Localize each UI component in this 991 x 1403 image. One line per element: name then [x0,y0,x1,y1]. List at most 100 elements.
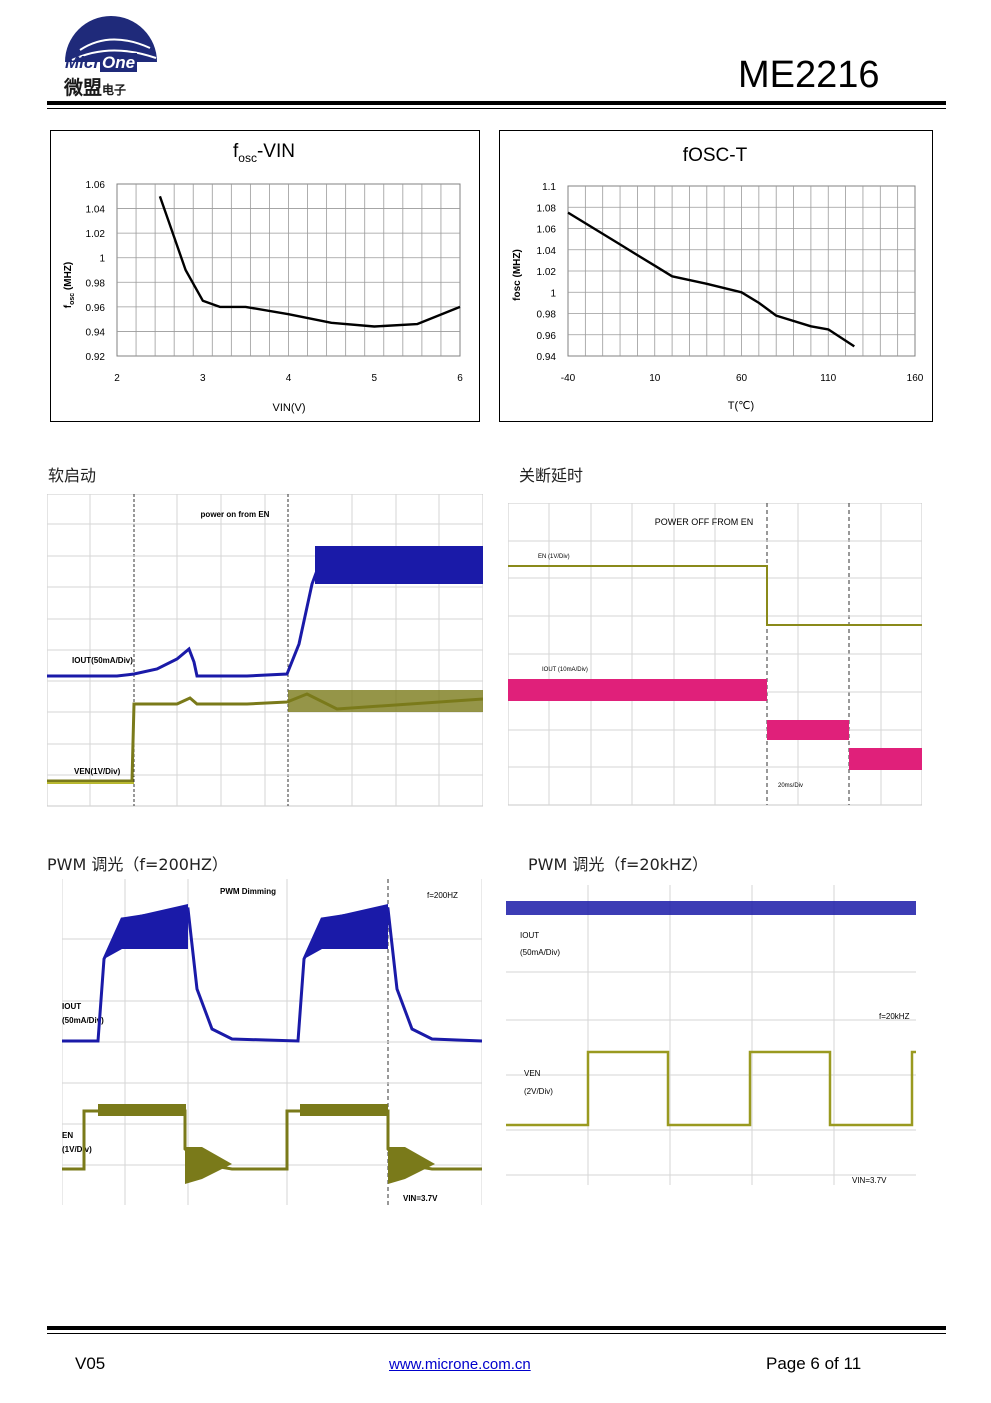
header-rule-thin [47,108,946,109]
y-tick-label: 1.04 [86,205,106,216]
scope-soft-start: power on from EN IOUT(50mA/Div) VEN(1V/D… [46,493,484,810]
trace-iout-ripple [315,546,483,584]
y-tick-label: 0.92 [86,352,106,363]
scope-ch1-label-a: IOUT [520,931,539,940]
chart-fosc-t-svg: fOSC-T fosc (MHZ) T(℃) -40 10 60 110 160 0.94… [512,145,924,412]
x-tick-label: 5 [371,373,377,384]
scope-ch2-label-b: (2V/Div) [524,1087,553,1096]
scope-freq-label: f=200HZ [427,891,458,900]
trace-iout-ripple-2 [304,904,388,959]
scope-ch2-label-b: (1V/Div) [62,1145,92,1154]
scope-title: PWM Dimming [220,887,276,896]
trace-ven [506,1050,916,1127]
trace-en-ring-2 [388,1147,435,1184]
scope-ch2-label-a: EN [62,1131,73,1140]
header-rule-thick [47,101,946,105]
x-axis-label: T(℃) [728,400,754,412]
x-tick-label: 3 [200,373,206,384]
chart-fosc-t: fOSC-T fosc (MHZ) T(℃) -40 10 60 110 160 0.94… [499,130,933,422]
y-tick-label: 0.98 [537,310,557,321]
trace-iout-mid [767,720,849,740]
scope-timebase-label: 20ms/Div [778,783,803,789]
scope-ch1-label: EN (1V/Div) [538,554,570,560]
footer-website-link[interactable]: www.microne.com.cn [389,1356,531,1373]
chart-title-rest: -VIN [257,141,295,162]
scope-soft-start-svg: power on from EN IOUT(50mA/Div) VEN(1V/D… [46,493,484,807]
scope-shutdown-svg: POWER OFF FROM EN EN (1V/Div) IOUT (10mA… [507,502,923,806]
part-number: ME2216 [738,54,880,96]
trace-iout [47,547,483,678]
y-tick-label: 1 [550,288,556,299]
x-tick-label: 2 [114,373,120,384]
company-logo [60,10,160,98]
trace-iout-ripple-1 [104,904,188,959]
chart-title: fosc-VIN [233,141,295,165]
y-tick-label: 1.02 [537,267,557,278]
logo-globe-icon [65,16,157,62]
y-tick-label: 1 [99,254,105,265]
scope-pwm-200hz-svg: PWM Dimming f=200HZ IOUT (50mA/Div) EN (… [61,879,483,1205]
chart-title-sub: osc [238,151,257,165]
scope-freq-label: f=20kHZ [879,1012,910,1021]
scope-ch2-label: IOUT (10mA/Div) [542,667,588,673]
footer-page-number: Page 6 of 11 [766,1354,862,1373]
scope-vin-label: VIN=3.7V [852,1176,887,1185]
scope-shutdown: POWER OFF FROM EN EN (1V/Div) IOUT (10mA… [507,502,923,809]
chart-fosc-vin-svg: fosc-VIN fosc (MHZ) VIN(V) 2 3 4 5 60.920.94… [63,141,463,414]
x-tick-label: 10 [649,373,661,384]
y-axis-label-rest: (MHZ) [63,262,74,293]
y-tick-label: 0.98 [86,278,106,289]
y-tick-label: 1.02 [86,229,106,240]
y-tick-label: 1.06 [86,180,106,191]
chart-title-f: f [233,141,239,162]
y-tick-label: 1.04 [537,246,557,257]
logo-text-one: One [99,53,138,72]
trace-en-burst-2 [300,1104,388,1116]
scope-title: POWER OFF FROM EN [655,517,754,527]
y-tick-label: 0.96 [537,331,557,342]
x-tick-label: -40 [561,373,576,384]
scope-ch2-label-a: VEN [524,1069,541,1078]
scope-ch1-label-a: IOUT [62,1002,81,1011]
scope-pwm-20khz-svg: IOUT (50mA/Div) f=20kHZ VEN (2V/Div) VIN… [506,885,916,1185]
label-pwm-200hz: PWM 调光（f=200HZ） [47,855,228,874]
chart-fosc-vin: fosc-VIN fosc (MHZ) VIN(V) 2 3 4 5 6 0.92 0.94… [50,130,480,422]
label-pwm-20khz: PWM 调光（f=20kHZ） [528,855,709,874]
scope-pwm-20khz: IOUT (50mA/Div) f=20kHZ VEN (2V/Div) VIN… [506,885,916,1185]
trace-en-ring-1 [185,1147,232,1184]
scope-grid [47,494,483,806]
x-tick-label: 60 [736,373,748,384]
footer-rule-thin [47,1333,946,1334]
y-tick-label: 1.08 [537,203,557,214]
scope-ch1-label-b: (50mA/Div) [520,948,560,957]
x-tick-label: 4 [286,373,292,384]
trace-iout-low [849,748,922,770]
logo-text-weimeng: 微盟 [64,77,103,99]
series-line [567,211,855,348]
scope-vin-label: VIN=3.7V [403,1194,438,1203]
y-tick-label: 0.94 [86,327,106,338]
scope-grid [506,885,916,1185]
label-soft-start: 软启动 [48,466,97,485]
trace-iout [506,901,916,915]
logo-text-micr: Micr [65,53,100,72]
scope-ch1-label-b: (50mA/Div) [62,1016,104,1025]
x-tick-label: 160 [907,373,924,384]
logo-text-cjk: 微盟电子 [64,73,126,100]
scope-title: power on from EN [201,510,270,519]
x-tick-label: 110 [820,373,836,384]
y-tick-label: 1.06 [537,225,557,236]
y-axis-label-f: f [63,304,74,308]
y-tick-label: 1.1 [542,182,556,193]
x-tick-label: 6 [457,373,463,384]
trace-en-burst-1 [98,1104,186,1116]
scope-ch1-label: IOUT(50mA/Div) [72,656,133,665]
footer-rule-thick [47,1326,946,1330]
trace-iout-high [508,679,767,701]
scope-ch2-label: VEN(1V/Div) [74,767,121,776]
scope-pwm-200hz: PWM Dimming f=200HZ IOUT (50mA/Div) EN (… [61,879,483,1207]
y-axis-label-sub: osc [69,293,76,305]
logo-text-dianzi: 电子 [102,83,127,97]
x-axis-label: VIN(V) [273,402,306,414]
logo-text-latin: Micr One [65,53,138,73]
